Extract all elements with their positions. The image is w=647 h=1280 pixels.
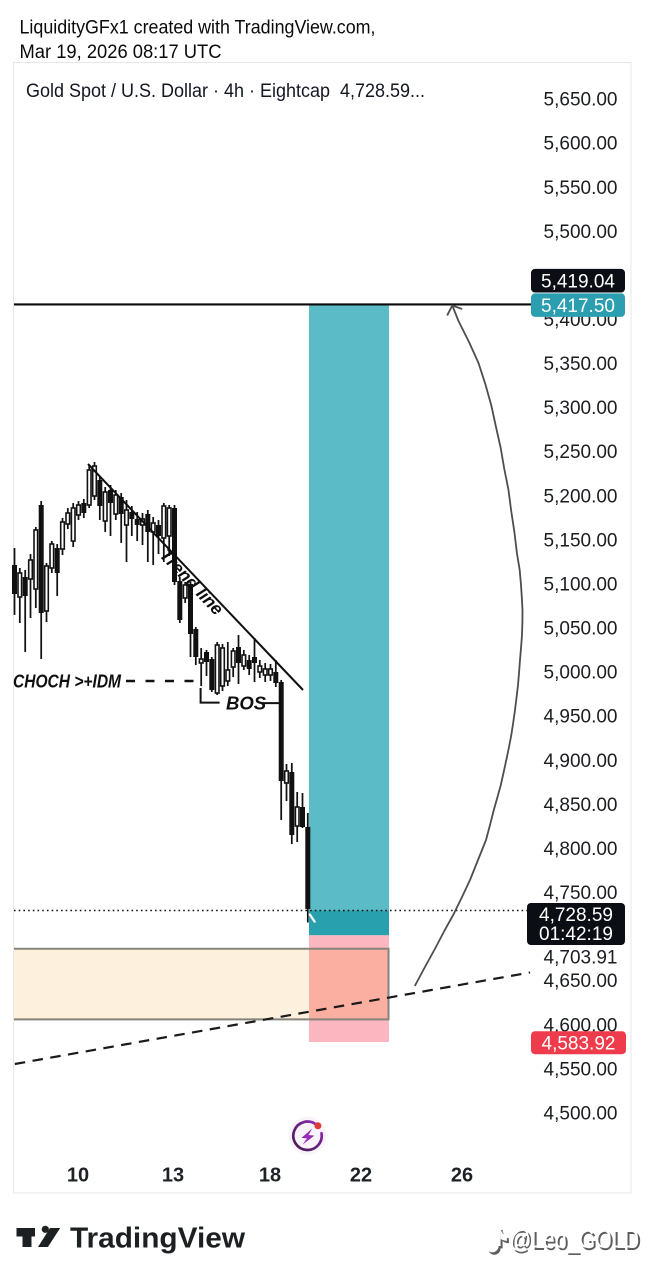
svg-text:Mar 19, 2026 08:17 UTC: Mar 19, 2026 08:17 UTC [20,42,222,63]
svg-text:5,417.50: 5,417.50 [541,296,615,317]
svg-text:CHOCH >+IDM: CHOCH >+IDM [13,672,122,692]
svg-text:10: 10 [67,1165,89,1187]
svg-text:5,050.00: 5,050.00 [544,619,618,640]
svg-text:5,250.00: 5,250.00 [544,442,618,463]
svg-text:4,500.00: 4,500.00 [544,1104,618,1125]
svg-text:4,600.00: 4,600.00 [544,1015,618,1036]
svg-text:5,500.00: 5,500.00 [544,222,618,243]
svg-text:4,550.00: 4,550.00 [544,1059,618,1080]
svg-text:Gold Spot / U.S. Dollar · 4h ·: Gold Spot / U.S. Dollar · 4h · Eightcap … [26,81,425,102]
svg-text:5,300.00: 5,300.00 [544,398,618,419]
svg-text:TradingView: TradingView [70,1223,245,1255]
svg-text:4,703.91: 4,703.91 [544,948,618,969]
svg-text:5,100.00: 5,100.00 [544,575,618,596]
svg-text:4,850.00: 4,850.00 [544,795,618,816]
svg-text:BOS: BOS [226,693,267,714]
svg-text:4,900.00: 4,900.00 [544,751,618,772]
svg-text:4,750.00: 4,750.00 [544,883,618,904]
svg-text:18: 18 [259,1165,281,1187]
svg-text:4,650.00: 4,650.00 [544,971,618,992]
svg-text:5,200.00: 5,200.00 [544,486,618,507]
svg-text:@Leo_GOLD: @Leo_GOLD [509,1226,639,1254]
svg-text:5,150.00: 5,150.00 [544,530,618,551]
svg-text:5,350.00: 5,350.00 [544,354,618,375]
svg-text:4,583.92: 4,583.92 [542,1034,616,1055]
svg-text:5,600.00: 5,600.00 [544,134,618,155]
svg-text:01:42:19: 01:42:19 [539,924,613,945]
svg-text:4,728.59: 4,728.59 [539,905,613,926]
svg-text:26: 26 [451,1165,473,1187]
svg-text:22: 22 [350,1165,372,1187]
svg-text:LiquidityGFx1 created with Tra: LiquidityGFx1 created with TradingView.c… [20,18,376,39]
svg-text:4,950.00: 4,950.00 [544,707,618,728]
svg-text:5,550.00: 5,550.00 [544,178,618,199]
svg-text:@Leo_GOLD: @Leo_GOLD [511,1228,641,1256]
svg-text:13: 13 [162,1165,184,1187]
svg-text:5,000.00: 5,000.00 [544,663,618,684]
svg-text:5,419.04: 5,419.04 [541,271,615,292]
svg-text:5,650.00: 5,650.00 [544,90,618,111]
svg-text:4,800.00: 4,800.00 [544,839,618,860]
